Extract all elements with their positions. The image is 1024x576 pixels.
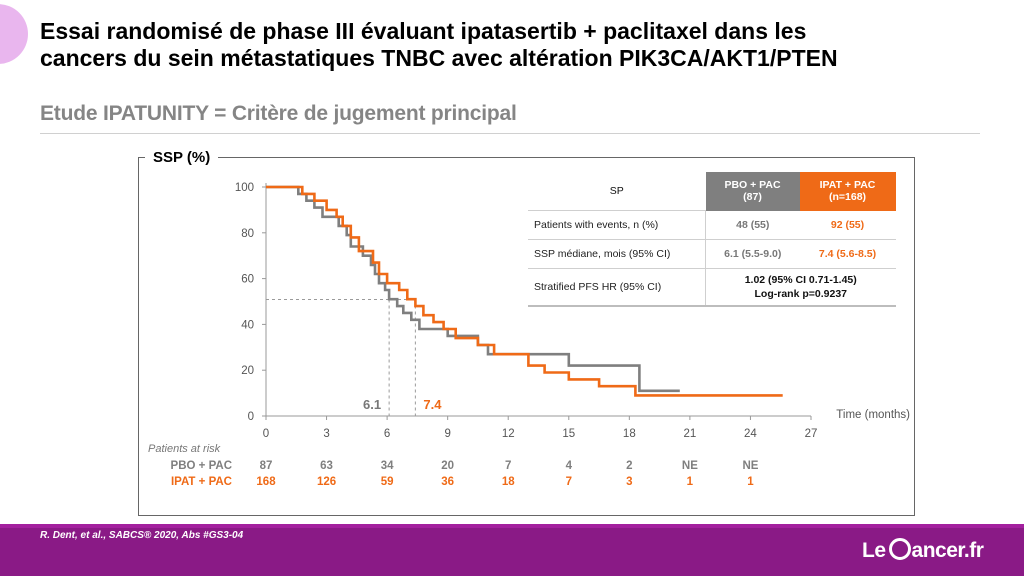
- median-label-ipat: 7.4: [423, 397, 442, 412]
- risk-value: NE: [682, 460, 698, 472]
- ipat-value: 7.4 (5.6-8.5): [799, 239, 896, 269]
- pbo-header-n: (87): [743, 191, 762, 204]
- y-tick-label: 0: [248, 411, 254, 423]
- slide-title-line2: cancers du sein métastatiques TNBC avec …: [40, 45, 838, 71]
- hr-line1: 1.02 (95% CI 0.71-1.45): [744, 274, 857, 286]
- risk-value: 126: [317, 476, 336, 488]
- results-row-median: SSP médiane, mois (95% CI) 6.1 (5.5-9.0)…: [528, 239, 896, 269]
- x-tick-label: 3: [323, 428, 329, 440]
- risk-value: 20: [441, 460, 454, 472]
- row-label: SSP médiane, mois (95% CI): [528, 239, 706, 269]
- ipat-header: IPAT + PAC (n=168): [799, 172, 896, 211]
- subtitle-divider: [40, 133, 980, 134]
- y-tick-label: 20: [241, 365, 254, 377]
- chart-frame: [138, 157, 915, 516]
- ipat-header-name: IPAT + PAC: [819, 179, 876, 192]
- x-axis-label: Time (months): [836, 409, 910, 421]
- x-tick-label: 24: [744, 428, 757, 440]
- row-label: Patients with events, n (%): [528, 210, 706, 240]
- y-tick-label: 40: [241, 319, 254, 331]
- km-curve-ipat: [266, 185, 783, 397]
- x-tick-label: 21: [683, 428, 696, 440]
- risk-value: 36: [441, 476, 454, 488]
- risk-value: 7: [505, 460, 511, 472]
- risk-value: 7: [566, 476, 572, 488]
- x-tick-label: 9: [444, 428, 450, 440]
- y-tick-label: 60: [241, 274, 254, 286]
- risk-row-label: PBO + PAC: [171, 460, 232, 472]
- risk-value: 1: [687, 476, 694, 488]
- footer-reference: R. Dent, et al., SABCS® 2020, Abs #GS3-0…: [40, 530, 244, 541]
- brand-ring-icon: [888, 538, 911, 560]
- pbo-value: 48 (55): [705, 210, 800, 240]
- x-tick-label: 0: [263, 428, 269, 440]
- x-tick-label: 6: [384, 428, 390, 440]
- pbo-header: PBO + PAC (87): [705, 172, 800, 211]
- risk-value: 3: [626, 476, 632, 488]
- brand-logo[interactable]: Le ancer.fr: [862, 538, 984, 563]
- risk-row-label: IPAT + PAC: [171, 476, 232, 488]
- ipat-header-n: (n=168): [828, 191, 867, 204]
- x-tick-label: 18: [623, 428, 636, 440]
- risk-value: 59: [381, 476, 394, 488]
- results-row-events: Patients with events, n (%) 48 (55) 92 (…: [528, 210, 896, 240]
- slide-title: Essai randomisé de phase III évaluant ip…: [40, 18, 1010, 72]
- risk-value: 87: [260, 460, 273, 472]
- brand-text-right: ancer.fr: [911, 539, 984, 562]
- ipat-value: 92 (55): [799, 210, 896, 240]
- risk-value: 168: [256, 476, 276, 488]
- x-tick-label: 27: [805, 428, 818, 440]
- median-label-pbo: 6.1: [363, 397, 381, 412]
- slide-subtitle: Etude IPATUNITY = Critère de jugement pr…: [40, 102, 517, 125]
- footer-bar: [0, 524, 1024, 576]
- results-table: SP PBO + PAC (87) IPAT + PAC (n=168) Pat…: [528, 172, 896, 307]
- pbo-header-name: PBO + PAC: [724, 179, 781, 192]
- results-table-header: SP PBO + PAC (87) IPAT + PAC (n=168): [528, 172, 896, 211]
- row-label: Stratified PFS HR (95% CI): [528, 268, 706, 307]
- brand-text-left: Le: [862, 539, 886, 562]
- risk-value: 18: [502, 476, 515, 488]
- risk-value: 34: [381, 460, 394, 472]
- risk-value: 4: [566, 460, 573, 472]
- y-tick-label: 80: [241, 228, 254, 240]
- y-tick-label: 100: [235, 182, 254, 194]
- x-tick-label: 12: [502, 428, 515, 440]
- footer-accent-line: [0, 524, 1024, 528]
- y-axis-label: SSP (%): [145, 149, 219, 166]
- risk-value: 2: [626, 460, 632, 472]
- hr-value: 1.02 (95% CI 0.71-1.45) Log-rank p=0.923…: [705, 268, 896, 307]
- x-tick-label: 15: [562, 428, 575, 440]
- risk-value: 63: [320, 460, 333, 472]
- hr-line2: Log-rank p=0.9237: [754, 288, 848, 300]
- slide-title-line1: Essai randomisé de phase III évaluant ip…: [40, 18, 807, 44]
- risk-value: 1: [747, 476, 754, 488]
- risk-table-title: Patients at risk: [148, 443, 221, 455]
- results-header-label: SP: [528, 172, 706, 211]
- results-row-hr: Stratified PFS HR (95% CI) 1.02 (95% CI …: [528, 268, 896, 307]
- risk-value: NE: [742, 460, 758, 472]
- pbo-value: 6.1 (5.5-9.0): [705, 239, 800, 269]
